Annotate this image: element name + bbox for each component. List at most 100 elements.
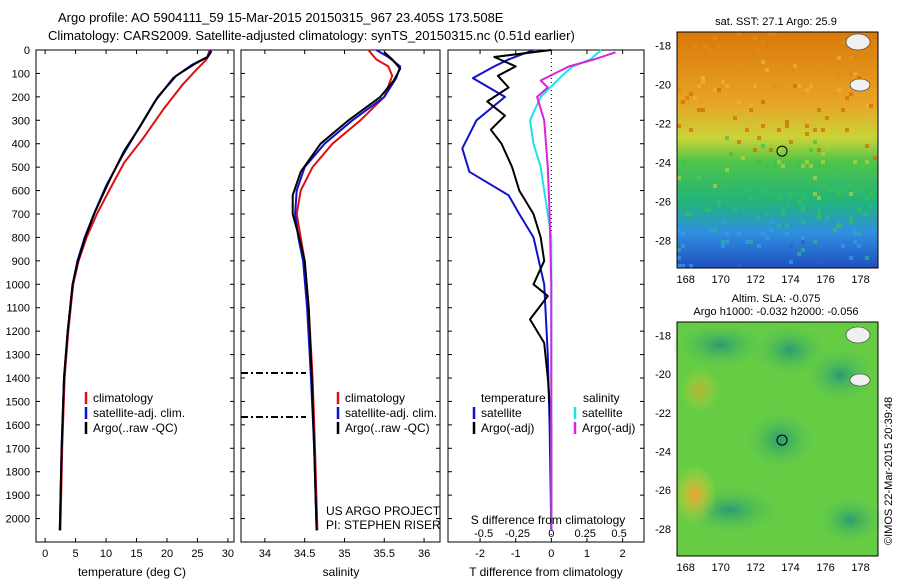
sst-pixel xyxy=(853,72,857,76)
sst-pixel xyxy=(801,240,805,244)
sst-pixel xyxy=(709,48,713,52)
sst-pixel xyxy=(749,52,753,56)
temperature-plot-frame xyxy=(35,49,235,543)
sst-pixel xyxy=(857,76,861,80)
lon-tick-label: 174 xyxy=(781,562,799,574)
sst-pixel xyxy=(765,236,769,240)
depth-tick-label: 1800 xyxy=(6,467,30,479)
sst-pixel xyxy=(781,208,785,212)
island-shape xyxy=(845,33,871,51)
sst-pixel xyxy=(693,96,697,100)
sst-pixel xyxy=(689,264,693,268)
legend-label: Argo(..raw -QC) xyxy=(345,421,430,435)
sst-pixel xyxy=(713,36,717,40)
project-annotation: US ARGO PROJECT xyxy=(326,504,441,518)
sst-map xyxy=(676,31,879,269)
x-tick-label: 25 xyxy=(191,548,203,560)
salinity-series: 34 34.5 35 35.5 36 xyxy=(241,49,440,560)
legend-label: satellite xyxy=(582,406,623,420)
sst-pixel xyxy=(717,204,721,208)
series-line-argo-raw-qc- xyxy=(58,50,213,531)
depth-axis: 0 100 200 300 400 500 600 700 800 900 1000 1100 1200… xyxy=(6,45,30,526)
sst-pixel xyxy=(753,84,757,88)
sst-pixel xyxy=(869,192,873,196)
sst-pixel xyxy=(757,136,761,140)
sst-pixel xyxy=(777,196,781,200)
sst-pixel xyxy=(821,160,825,164)
lat-tick-label: -24 xyxy=(655,158,671,170)
lat-tick-label: -18 xyxy=(655,331,671,343)
sst-pixel xyxy=(813,128,817,132)
sst-pixel xyxy=(745,124,749,128)
header-line1: Argo profile: AO 5904111_59 15-Mar-2015 … xyxy=(58,10,504,25)
depth-tick-label: 200 xyxy=(12,92,30,104)
sst-pixel xyxy=(837,60,841,64)
sst-pixel xyxy=(865,212,869,216)
sst-pixel xyxy=(837,56,841,60)
sst-pixel xyxy=(753,128,757,132)
island-shape xyxy=(845,326,871,344)
sst-pixel xyxy=(765,164,769,168)
top-x-tick-label: -0.25 xyxy=(505,528,530,540)
sst-pixel xyxy=(841,40,845,44)
lon-tick-label: 176 xyxy=(816,562,834,574)
sst-pixel xyxy=(801,220,805,224)
sst-pixel xyxy=(769,228,773,232)
sst-pixel xyxy=(805,124,809,128)
sst-pixel xyxy=(817,208,821,212)
sst-pixel xyxy=(853,232,857,236)
lon-tick-label: 168 xyxy=(677,562,695,574)
sst-pixel xyxy=(813,140,817,144)
sst-pixel xyxy=(677,176,681,180)
sst-pixel xyxy=(737,100,741,104)
sst-pixel xyxy=(705,208,709,212)
sst-pixel xyxy=(713,184,717,188)
sla-high-region xyxy=(680,368,720,412)
salinity-plot-frame xyxy=(240,49,441,543)
sst-pixel xyxy=(861,124,865,128)
sst-pixel xyxy=(721,240,725,244)
depth-tick-label: 900 xyxy=(12,256,30,268)
sst-pixel xyxy=(761,124,765,128)
sst-pixel xyxy=(737,264,741,268)
sst-pixel xyxy=(845,96,849,100)
sst-pixel xyxy=(681,264,685,268)
sst-pixel xyxy=(769,148,773,152)
sst-pixel xyxy=(841,244,845,248)
sst-pixel xyxy=(701,44,705,48)
x-tick-label: 2 xyxy=(620,548,626,560)
sst-pixel xyxy=(837,88,841,92)
sla-map-subtitle: Argo h1000: -0.032 h2000: -0.056 xyxy=(693,306,858,318)
sst-pixel xyxy=(821,184,825,188)
sst-pixel xyxy=(765,212,769,216)
sst-pixel xyxy=(725,136,729,140)
sst-pixel xyxy=(749,240,753,244)
sla-low-region xyxy=(742,408,818,472)
sst-pixel xyxy=(705,248,709,252)
legend-title-temperature: temperature xyxy=(481,391,546,405)
sst-pixel xyxy=(785,64,789,68)
sst-pixel xyxy=(697,52,701,56)
sst-pixel xyxy=(705,44,709,48)
sst-pixel xyxy=(761,188,765,192)
sst-pixel xyxy=(857,208,861,212)
sst-pixel xyxy=(865,104,869,108)
lon-tick-label: 178 xyxy=(851,274,869,286)
sst-pixel xyxy=(849,216,853,220)
sst-pixel xyxy=(721,220,725,224)
sst-pixel xyxy=(849,220,853,224)
sst-pixel xyxy=(805,160,809,164)
depth-tick-label: 0 xyxy=(24,45,30,57)
sst-pixel xyxy=(845,128,849,132)
sst-pixel xyxy=(717,44,721,48)
sst-pixel xyxy=(837,192,841,196)
series-line-argo-raw-qc- xyxy=(291,51,402,531)
top-x-tick-label: -0.5 xyxy=(474,528,493,540)
sst-pixel xyxy=(869,196,873,200)
depth-tick-label: 300 xyxy=(12,115,30,127)
sst-pixel xyxy=(737,232,741,236)
sst-pixel xyxy=(777,148,781,152)
sst-pixel xyxy=(761,144,765,148)
lon-tick-label: 170 xyxy=(712,274,730,286)
lon-tick-label: 168 xyxy=(677,274,695,286)
